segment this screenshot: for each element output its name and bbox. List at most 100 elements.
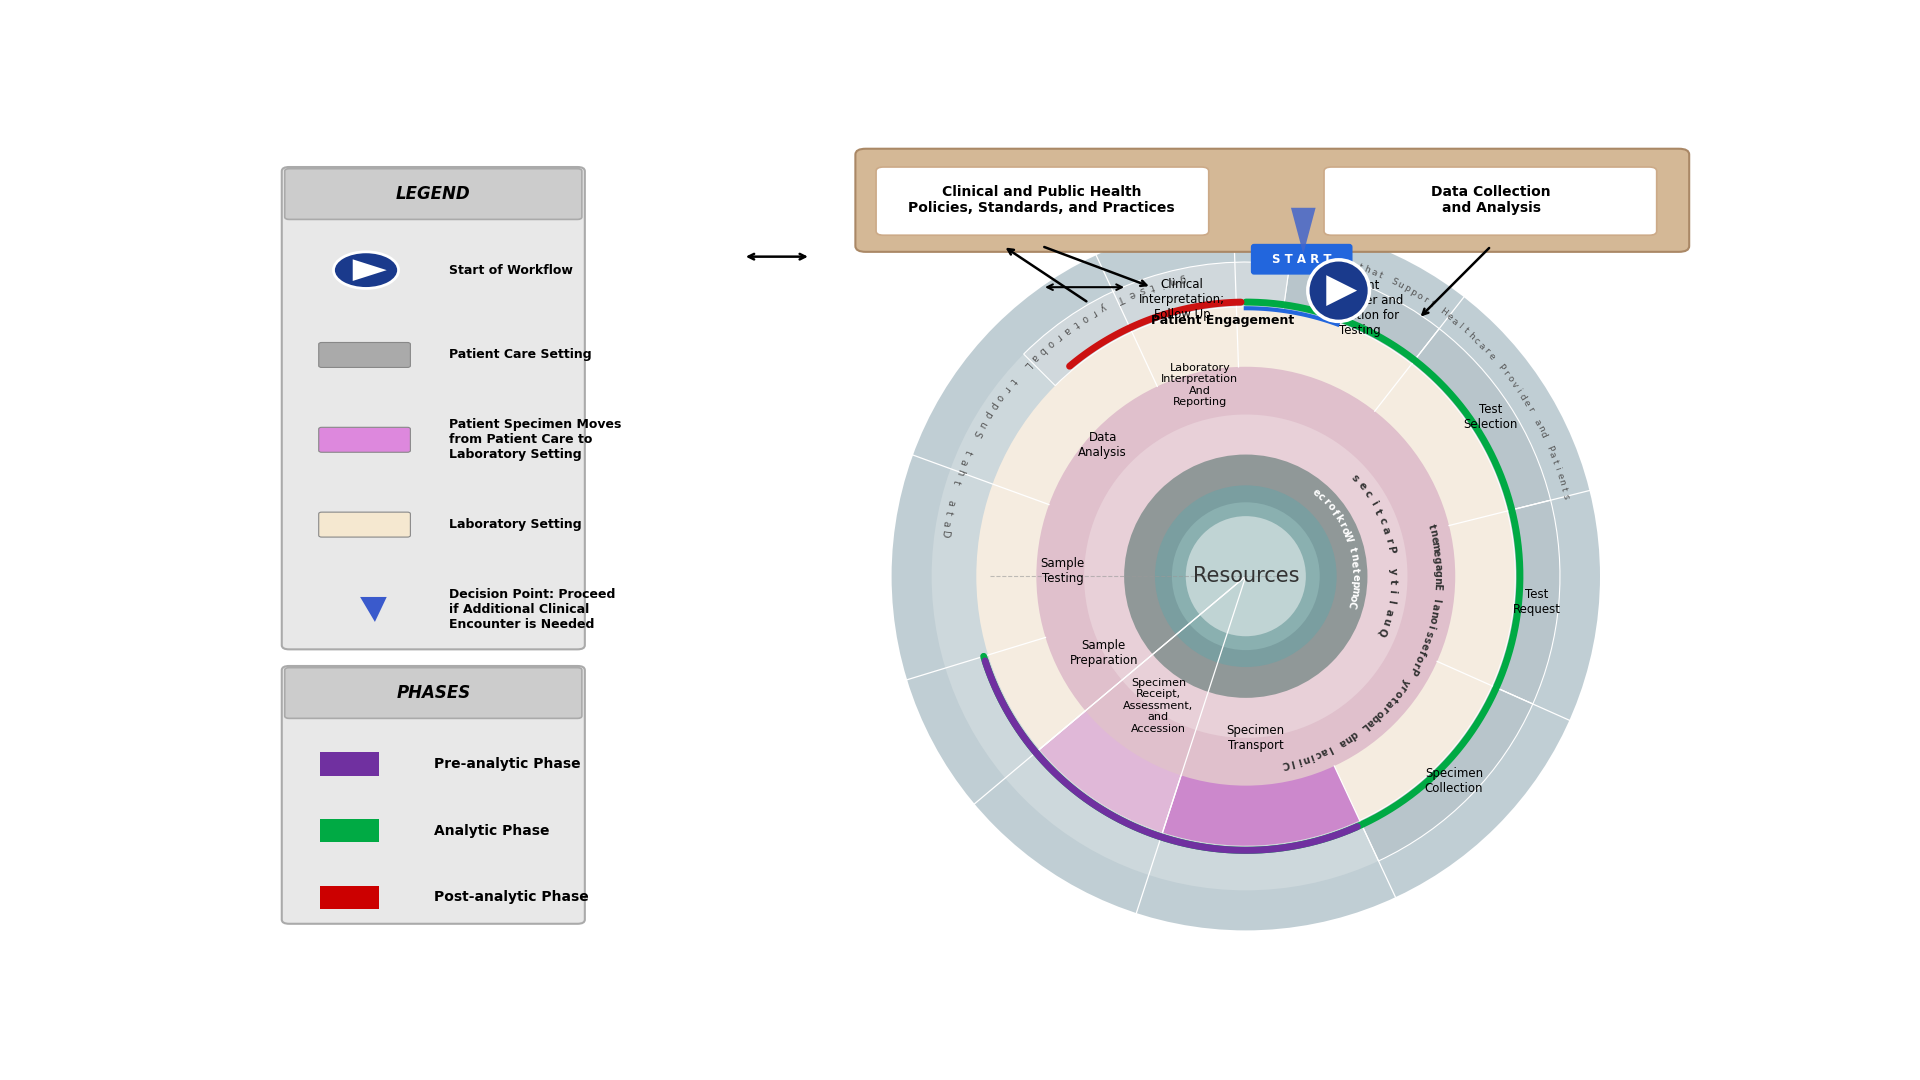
Text: Analytic Phase: Analytic Phase [434, 824, 549, 838]
Text: Start of Workflow: Start of Workflow [449, 264, 572, 276]
Text: a: a [1532, 418, 1542, 427]
Text: a: a [1548, 450, 1557, 459]
Text: r: r [1054, 330, 1064, 341]
Wedge shape [1162, 577, 1359, 846]
Text: PHASES: PHASES [396, 684, 470, 702]
Text: d: d [1517, 392, 1528, 402]
Text: l: l [1455, 322, 1463, 330]
Circle shape [1037, 367, 1455, 785]
Text: Laboratory Setting: Laboratory Setting [449, 518, 582, 531]
Circle shape [1085, 415, 1407, 738]
Text: r: r [1482, 347, 1490, 355]
Text: Patient Specimen Moves
from Patient Care to
Laboratory Setting: Patient Specimen Moves from Patient Care… [449, 418, 622, 461]
Text: D: D [939, 529, 950, 538]
Text: a: a [1432, 563, 1442, 570]
FancyBboxPatch shape [856, 149, 1690, 252]
Text: r: r [1336, 519, 1348, 529]
Text: r: r [1321, 497, 1331, 508]
Text: b: b [1369, 712, 1380, 724]
Text: a: a [1382, 607, 1394, 617]
Text: D: D [1321, 252, 1331, 261]
Text: P: P [1496, 363, 1505, 373]
Text: a: a [1342, 257, 1350, 268]
Text: y: y [1400, 677, 1411, 688]
Text: i: i [1513, 388, 1523, 394]
Text: b: b [1037, 345, 1048, 355]
Text: t: t [1148, 281, 1156, 292]
Text: Resources: Resources [1192, 566, 1300, 586]
Text: h: h [954, 468, 966, 476]
Text: o: o [1338, 525, 1352, 536]
Text: a: a [1336, 735, 1348, 747]
Polygon shape [361, 597, 386, 622]
Text: f: f [1329, 508, 1340, 517]
Text: l: l [1327, 743, 1334, 754]
Text: n: n [1342, 732, 1354, 744]
Circle shape [975, 307, 1515, 846]
Text: i: i [1296, 755, 1302, 766]
Text: a: a [1450, 316, 1459, 326]
Text: Decision Point: Proceed
if Additional Clinical
Encounter is Needed: Decision Point: Proceed if Additional Cl… [449, 588, 614, 631]
Text: r: r [1411, 660, 1421, 670]
Text: Data Collection
and Analysis: Data Collection and Analysis [1430, 185, 1551, 215]
Text: Test
Selection: Test Selection [1463, 403, 1517, 431]
Text: a: a [1382, 698, 1396, 710]
Text: d: d [1348, 729, 1359, 741]
FancyBboxPatch shape [284, 667, 582, 718]
Text: o: o [1044, 337, 1056, 349]
Text: Post-analytic Phase: Post-analytic Phase [434, 890, 589, 904]
Text: o: o [1375, 707, 1386, 719]
Text: P: P [1544, 444, 1555, 453]
Circle shape [1187, 516, 1306, 636]
Text: o: o [993, 392, 1006, 403]
Text: k: k [1332, 513, 1344, 524]
Circle shape [1123, 455, 1367, 698]
Text: t: t [1346, 546, 1357, 553]
Text: n: n [1300, 753, 1309, 765]
Text: a: a [1319, 745, 1329, 757]
Text: n: n [1167, 275, 1177, 286]
Text: r: r [1421, 295, 1428, 305]
Text: t: t [950, 478, 962, 485]
Text: m: m [1348, 585, 1359, 596]
Text: LEGEND: LEGEND [396, 185, 470, 203]
Text: g: g [1432, 556, 1442, 564]
Text: y: y [1098, 301, 1108, 313]
Text: W: W [1342, 530, 1354, 543]
Text: c: c [1315, 491, 1327, 502]
FancyBboxPatch shape [319, 428, 411, 453]
Text: e: e [1428, 536, 1440, 544]
Text: m: m [1430, 541, 1440, 552]
Wedge shape [1492, 500, 1559, 704]
FancyBboxPatch shape [282, 167, 586, 649]
FancyBboxPatch shape [1250, 244, 1352, 274]
Wedge shape [1359, 686, 1532, 861]
Wedge shape [1023, 262, 1290, 386]
Text: v: v [1509, 380, 1519, 390]
Text: r: r [1382, 537, 1394, 544]
FancyBboxPatch shape [319, 342, 411, 367]
Text: c: c [1377, 516, 1388, 526]
Text: e: e [1350, 573, 1359, 581]
Text: i: i [1308, 751, 1315, 761]
Polygon shape [1290, 207, 1315, 254]
Text: i: i [1553, 465, 1561, 471]
FancyBboxPatch shape [284, 168, 582, 219]
Text: P: P [1384, 546, 1396, 555]
Text: Patient Care Setting: Patient Care Setting [449, 349, 591, 362]
Text: o: o [1415, 291, 1423, 301]
Text: e: e [1486, 351, 1496, 362]
Text: a: a [958, 458, 970, 467]
Text: o: o [1413, 653, 1425, 664]
Text: n: n [1348, 552, 1359, 561]
Wedge shape [1039, 577, 1246, 833]
Text: a: a [1476, 341, 1486, 351]
Text: Q: Q [1377, 625, 1388, 637]
Text: u: u [975, 419, 989, 429]
Text: l: l [1290, 757, 1296, 768]
Text: s: s [1137, 284, 1146, 296]
Text: d: d [1538, 431, 1549, 440]
Text: C: C [1281, 758, 1290, 769]
Text: S T A R T: S T A R T [1271, 253, 1331, 266]
Text: e: e [1430, 550, 1442, 557]
